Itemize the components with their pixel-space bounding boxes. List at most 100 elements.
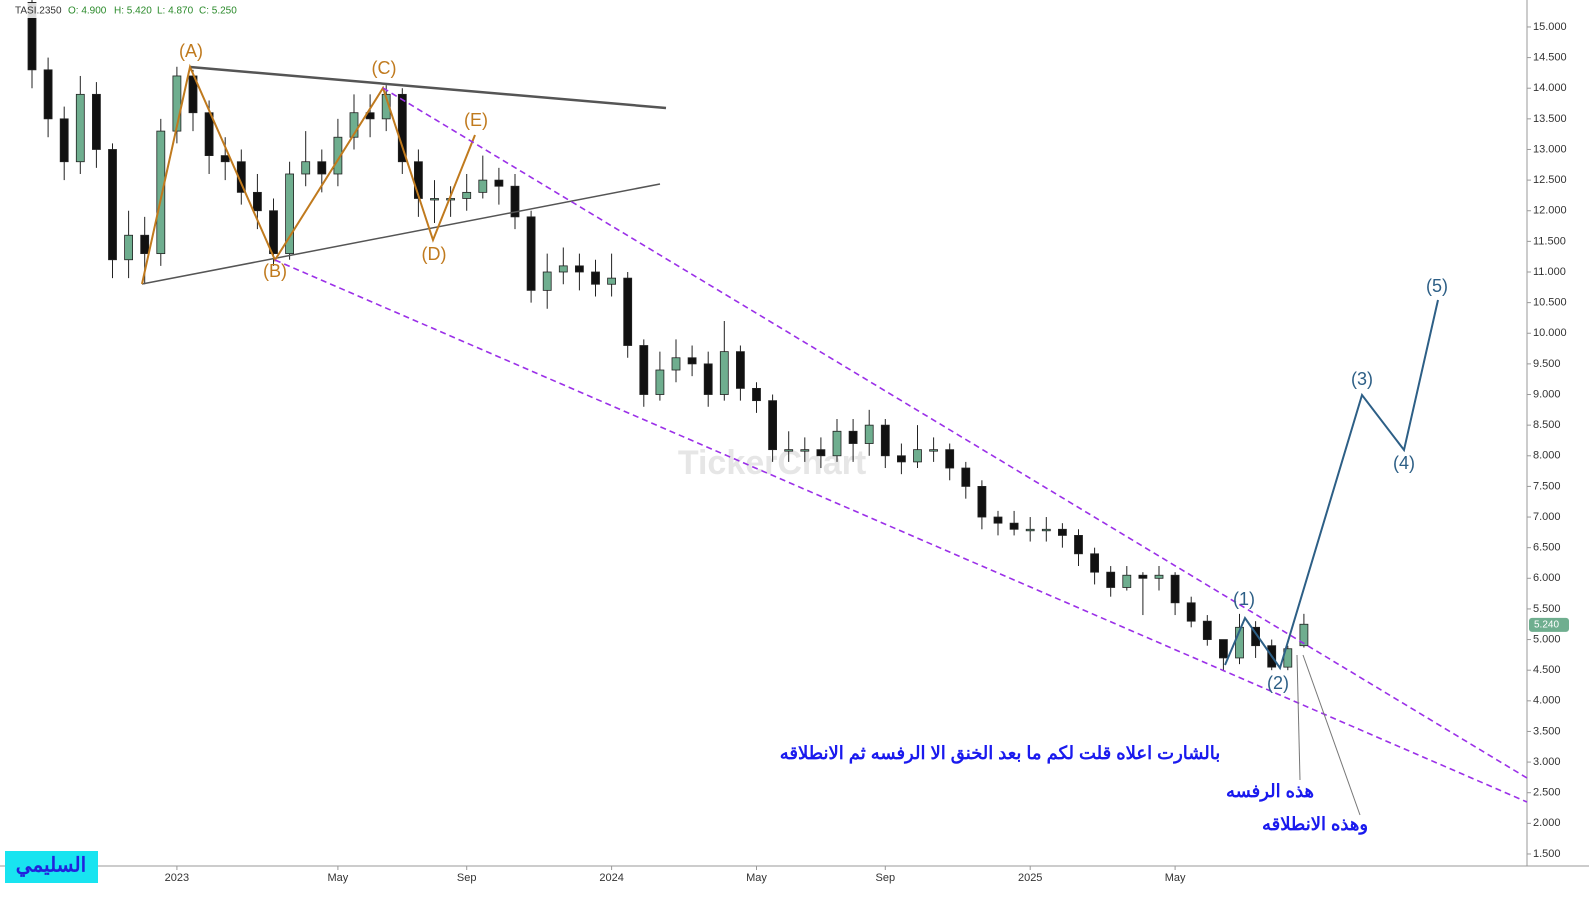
candle-body <box>768 400 777 451</box>
arrow <box>1296 654 1301 781</box>
candle-body <box>703 363 713 395</box>
candle-body <box>1009 522 1019 530</box>
candle-body <box>1074 535 1083 555</box>
last-price-label: 5.240 <box>1534 619 1559 630</box>
candle-body <box>929 449 938 452</box>
candle-body <box>333 136 343 175</box>
y-tick-label: 7.000 <box>1533 511 1561 523</box>
candle-body <box>236 161 246 193</box>
candle-body <box>913 449 922 463</box>
candle-body <box>269 210 278 255</box>
candle-body <box>59 118 69 163</box>
candle-body <box>591 271 600 285</box>
wave-label: (5) <box>1426 276 1448 296</box>
candle-body <box>494 179 504 187</box>
candle-body <box>526 216 536 291</box>
y-tick-label: 2.500 <box>1533 787 1561 799</box>
y-tick-label: 4.000 <box>1533 695 1561 707</box>
y-tick-label: 3.500 <box>1533 725 1561 737</box>
candle-body <box>430 198 439 201</box>
y-tick-label: 9.000 <box>1533 388 1561 400</box>
candle-body <box>945 449 955 469</box>
y-tick-label: 11.000 <box>1533 266 1566 278</box>
candle-body <box>1186 602 1196 622</box>
candle-body <box>285 173 295 255</box>
y-tick-label: 12.500 <box>1533 174 1567 186</box>
candle-body <box>558 265 568 273</box>
candle-body <box>607 277 616 285</box>
candle-body <box>864 424 874 444</box>
y-tick-label: 15.000 <box>1533 21 1567 33</box>
candles <box>27 0 1309 671</box>
candle-body <box>977 486 987 518</box>
wave-label: (C) <box>372 58 397 78</box>
candle-body <box>349 112 359 138</box>
candle-body <box>156 130 166 255</box>
y-tick-label: 10.500 <box>1533 297 1567 309</box>
candle-body <box>832 430 842 457</box>
candle-body <box>897 455 906 463</box>
candle-body <box>1251 626 1260 647</box>
ohlc: O: 4.900 <box>68 6 107 17</box>
candle-body <box>381 93 391 120</box>
y-tick-label: 12.000 <box>1533 205 1567 217</box>
header-bg <box>12 3 252 18</box>
y-tick-label: 13.000 <box>1533 143 1567 155</box>
candle-body <box>1058 528 1067 536</box>
wave-label: (D) <box>422 244 447 264</box>
candle-body <box>542 271 552 291</box>
candle-body <box>655 369 665 395</box>
candle-body <box>92 93 101 150</box>
candle-body <box>687 357 697 365</box>
y-tick-label: 1.500 <box>1533 848 1561 860</box>
candle-body <box>752 387 761 402</box>
candle-body <box>1138 574 1148 579</box>
resistance-line <box>189 65 667 110</box>
wave-label: (1) <box>1233 589 1255 609</box>
candle-body <box>140 234 150 255</box>
candle-body <box>1154 574 1164 579</box>
candle-body <box>1202 620 1212 640</box>
x-tick-label: Sep <box>876 872 896 884</box>
candle-body <box>1122 574 1132 588</box>
candle-body <box>27 2 37 71</box>
last-price-tag <box>1529 617 1569 632</box>
candle-body <box>108 149 117 261</box>
y-tick-label: 8.000 <box>1533 450 1561 462</box>
y-tick-label: 6.000 <box>1533 572 1561 584</box>
candle-body <box>639 345 649 395</box>
candle-body <box>1041 528 1051 532</box>
author: السليمي <box>16 854 86 877</box>
x-tick-label: Sep <box>457 872 477 884</box>
candle-body <box>575 265 584 273</box>
y-tick-label: 9.500 <box>1533 358 1561 370</box>
note: بالشارت اعلاه قلت لكم ما بعد الخنق الا ا… <box>780 743 1221 764</box>
channel-upper <box>382 87 1528 779</box>
y-tick-label: 2.000 <box>1533 817 1561 829</box>
candle-body <box>43 69 53 120</box>
triangle-waves <box>141 63 476 285</box>
candle-body <box>510 185 520 218</box>
y-tick-label: 10.000 <box>1533 327 1567 339</box>
x-tick-label: May <box>1165 872 1186 884</box>
candle-body <box>993 516 1003 524</box>
candle-body <box>1219 639 1228 659</box>
candle-body <box>446 198 456 201</box>
ohlc: L: 4.870 <box>157 6 194 17</box>
candle-body <box>623 277 633 346</box>
candle-body <box>800 449 810 452</box>
y-tick-label: 4.500 <box>1533 664 1561 676</box>
y-tick-label: 11.500 <box>1533 235 1566 247</box>
support-line <box>141 183 661 285</box>
candle-body <box>317 161 327 175</box>
y-tick-label: 5.000 <box>1533 633 1561 645</box>
wave-label: (4) <box>1393 453 1415 473</box>
y-tick-label: 7.500 <box>1533 480 1561 492</box>
x-tick-label: 2025 <box>1018 872 1042 884</box>
candle-body <box>1090 553 1099 573</box>
y-tick-label: 8.500 <box>1533 419 1561 431</box>
candle-body <box>252 191 262 212</box>
y-tick-label: 13.500 <box>1533 113 1567 125</box>
x-tick-label: May <box>746 872 767 884</box>
